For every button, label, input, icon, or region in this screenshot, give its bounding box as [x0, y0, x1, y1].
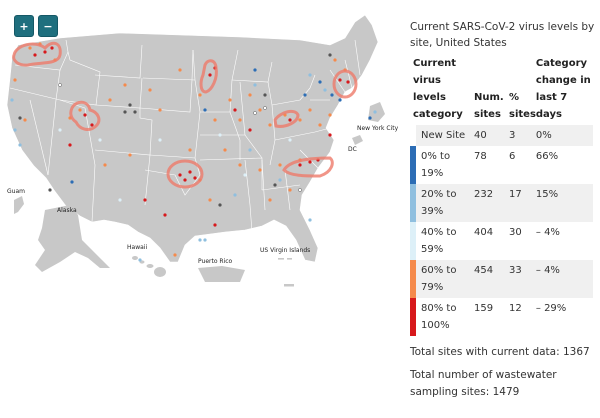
alaska-label: Alaska [57, 207, 77, 214]
change-cell: 15% [535, 184, 593, 222]
hawaii-label: Hawaii [127, 244, 148, 251]
header-num-sites: Num. sites [474, 92, 504, 120]
pct-sites-cell: 3 [509, 125, 536, 146]
zoom-out-button[interactable]: − [38, 15, 58, 37]
guam-shape [14, 196, 24, 214]
usvi-shape [278, 258, 294, 287]
category-cell: 40% to 59% [421, 227, 457, 255]
num-sites-cell: 78 [474, 151, 487, 162]
num-sites-cell: 454 [474, 260, 509, 298]
table-row-20-39: 20% to 39% 232 17 15% [413, 184, 593, 222]
puerto-rico-shape [198, 266, 245, 282]
totals-section: Total sites with current data: 1367 Tota… [410, 344, 598, 401]
num-sites-cell: 404 [474, 227, 494, 238]
header-pct-sites: % sites [509, 92, 536, 120]
hawaii-shape [132, 256, 166, 277]
pct-sites-cell: 33 [509, 260, 536, 298]
pct-sites-cell: 17 [509, 184, 536, 222]
category-cell: 60% to 79% [413, 260, 474, 298]
table-row-80-100: 80% to 100% 159 12 – 29% [413, 298, 593, 336]
us-map[interactable] [0, 0, 400, 300]
change-cell: 66% [535, 151, 559, 162]
category-cell: New Site [413, 125, 474, 146]
num-sites-cell: 40 [474, 125, 509, 146]
header-category: Current virus levels category [413, 58, 463, 120]
dc-label: DC [348, 146, 357, 153]
usvi-label: US Virgin Islands [260, 247, 311, 254]
category-cell: 20% to 39% [413, 184, 474, 222]
pct-sites-cell: 6 [509, 151, 516, 162]
pct-sites-cell: 30 [509, 227, 522, 238]
change-cell: – 4% [535, 227, 560, 238]
header-change: Category change in last 7 days [535, 58, 591, 120]
total-sampling-sites: Total number of wastewater sampling site… [410, 369, 557, 398]
pct-sites-cell: 12 [509, 303, 522, 314]
table-row-60-79: 60% to 79% 454 33 – 4% [413, 260, 593, 298]
state-borders [9, 39, 361, 233]
category-cell: 0% to 19% [421, 151, 451, 179]
map-container[interactable]: + − Guam Alaska Hawaii Puerto Rico US Vi… [0, 0, 400, 300]
zoom-in-button[interactable]: + [14, 15, 34, 37]
table-row-40-59: 40% to 59% 404 30 – 4% [413, 222, 593, 260]
legend-title: Current SARS-CoV-2 virus levels by site,… [410, 21, 595, 49]
table-row-new-site: New Site 40 3 0% [413, 125, 593, 146]
highlight-annotations [12, 41, 358, 189]
table-row-0-19: 0% to 19% 78 6 66% [413, 146, 593, 184]
change-cell: – 4% [535, 260, 593, 298]
total-current-sites: Total sites with current data: 1367 [410, 346, 590, 358]
change-cell: 0% [535, 125, 593, 146]
change-cell: – 29% [535, 303, 567, 314]
dc-inset-shape [352, 135, 363, 145]
alaska-shape [35, 205, 110, 272]
num-sites-cell: 159 [474, 303, 494, 314]
guam-label: Guam [7, 188, 25, 195]
nyc-label: New York City [357, 125, 399, 132]
virus-levels-table: Current virus levels category Num. sites… [410, 55, 596, 336]
category-cell: 80% to 100% [421, 303, 457, 331]
num-sites-cell: 232 [474, 184, 509, 222]
puerto-rico-label: Puerto Rico [198, 258, 233, 265]
legend-panel: Current SARS-CoV-2 virus levels by site,… [410, 19, 598, 407]
